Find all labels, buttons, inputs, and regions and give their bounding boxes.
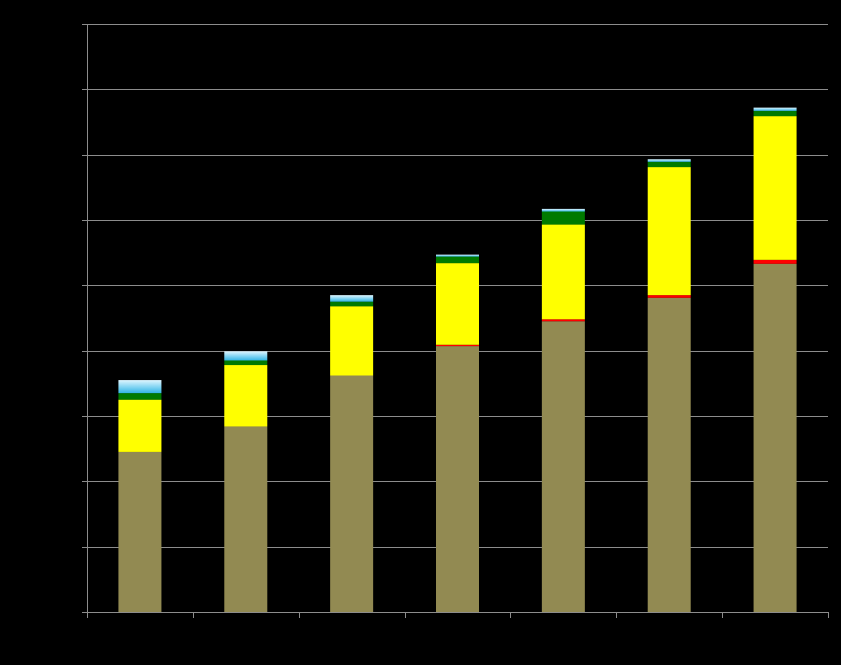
bar-segment bbox=[647, 159, 691, 162]
bars-layer bbox=[118, 107, 797, 612]
bar-segment bbox=[436, 346, 479, 612]
bar-segment bbox=[541, 321, 585, 612]
bar-segment bbox=[753, 116, 797, 260]
bar-segment bbox=[647, 167, 691, 296]
bar-segment bbox=[647, 161, 691, 168]
bar-segment bbox=[753, 110, 797, 117]
bar-segment bbox=[330, 375, 374, 612]
bar-segment bbox=[647, 295, 691, 298]
bar-segment bbox=[118, 451, 162, 612]
bar-segment bbox=[647, 297, 691, 612]
bar-segment bbox=[436, 263, 479, 345]
bar-segment bbox=[224, 365, 268, 427]
bar-segment bbox=[330, 301, 374, 307]
bar-segment bbox=[224, 426, 268, 612]
bar-segment bbox=[436, 256, 479, 264]
bar-segment bbox=[541, 208, 585, 212]
bar-segment bbox=[224, 351, 268, 361]
bar-segment bbox=[224, 360, 268, 366]
bar-segment bbox=[541, 211, 585, 225]
bar-segment bbox=[118, 393, 162, 400]
bar-segment bbox=[753, 259, 797, 264]
bar-segment bbox=[330, 295, 374, 302]
bar-segment bbox=[330, 306, 374, 376]
bar-segment bbox=[541, 224, 585, 320]
axes bbox=[82, 24, 829, 618]
bar-segment bbox=[541, 319, 585, 322]
bar-segment bbox=[118, 380, 162, 394]
bar-segment bbox=[436, 254, 479, 257]
bar-segment bbox=[436, 344, 479, 347]
bar-segment bbox=[753, 263, 797, 612]
bar-segment bbox=[118, 399, 162, 452]
bar-segment bbox=[753, 107, 797, 111]
